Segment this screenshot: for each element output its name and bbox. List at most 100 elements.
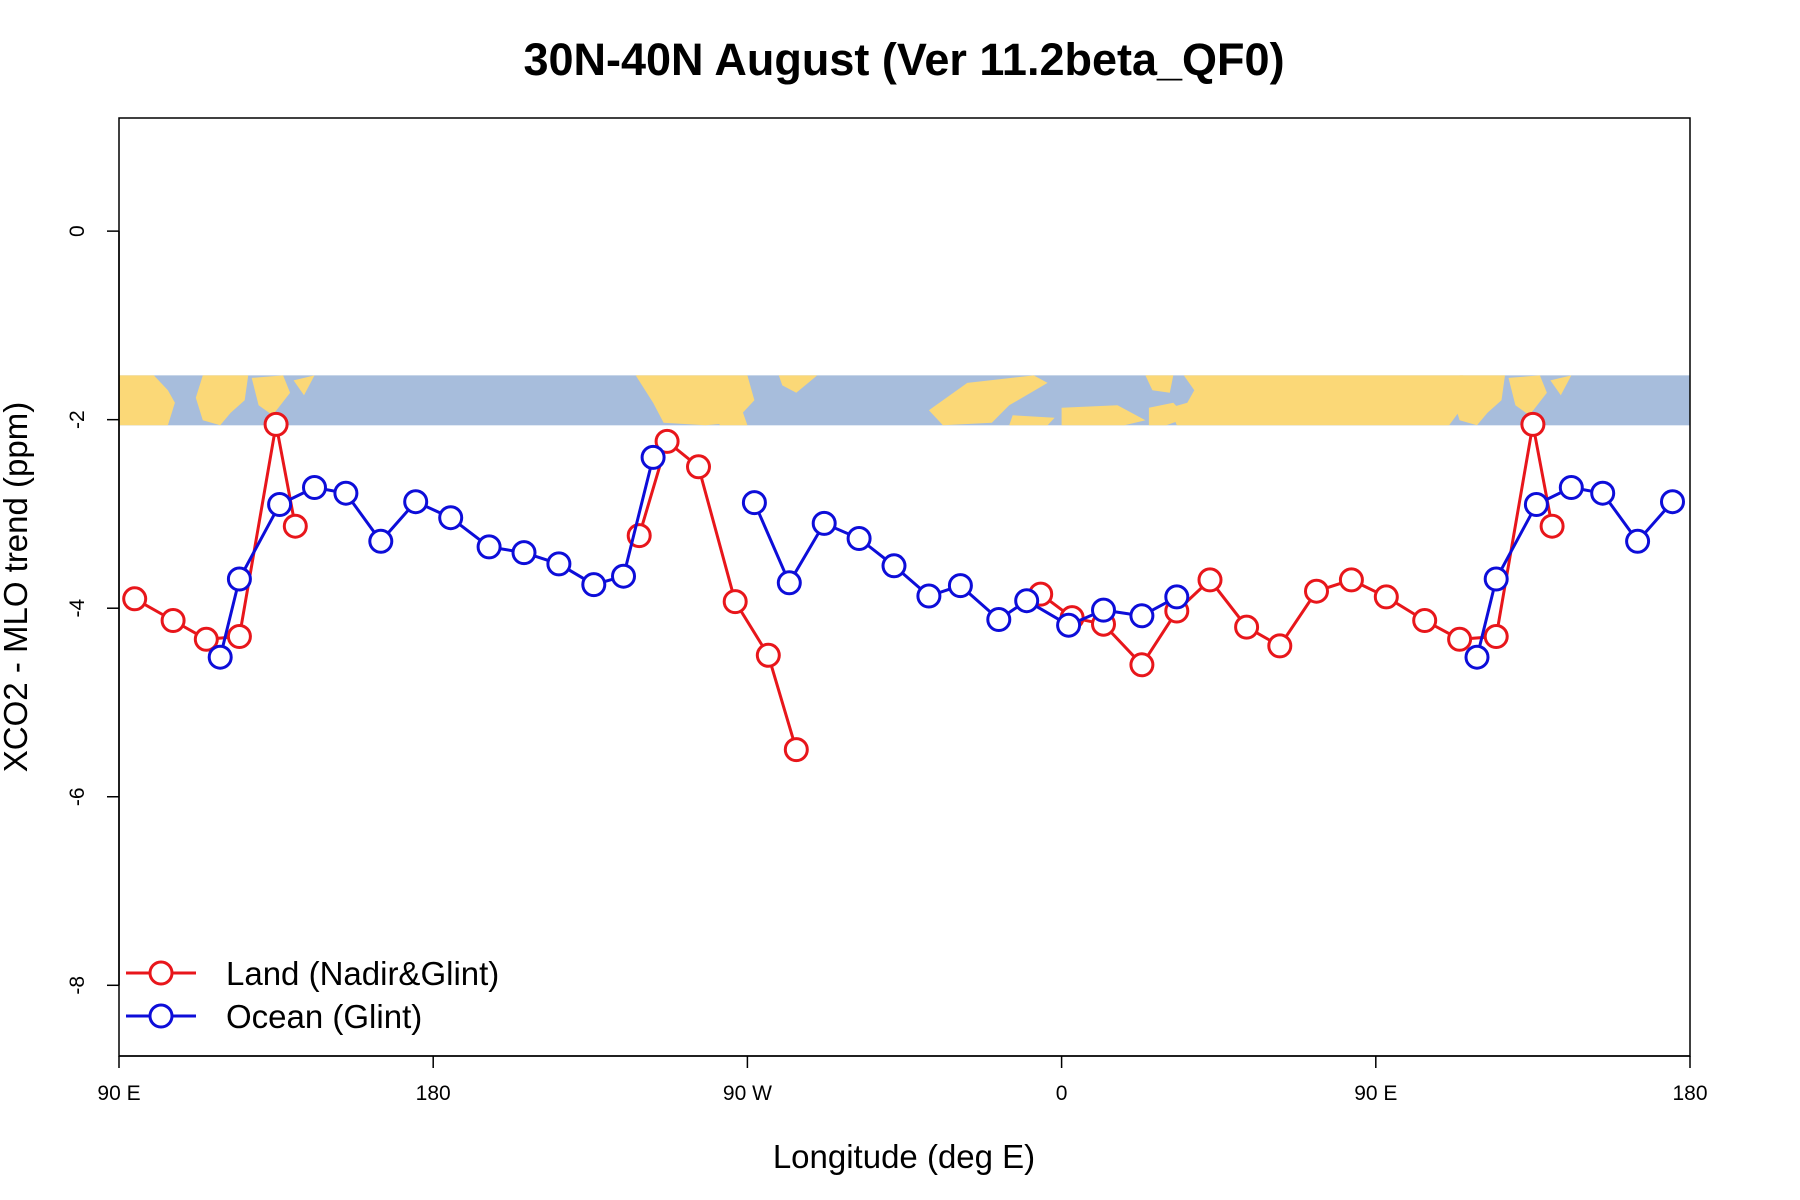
y-tick-label: -8 xyxy=(66,976,89,995)
series-line-ocean xyxy=(218,457,655,658)
data-point-land xyxy=(1539,513,1565,539)
data-point-ocean xyxy=(881,553,907,579)
data-point-land xyxy=(193,626,219,652)
map-land-area xyxy=(1169,375,1477,426)
map-land-area xyxy=(119,375,175,426)
data-point-land xyxy=(1267,633,1293,659)
data-point-land xyxy=(1338,567,1364,593)
data-point-land xyxy=(1234,614,1260,640)
data-point-land xyxy=(282,513,308,539)
data-point-ocean xyxy=(1558,475,1584,500)
legend-label-land: Land (Nadir&Glint) xyxy=(226,955,499,992)
data-point-land xyxy=(1304,578,1329,604)
data-point-ocean xyxy=(1660,489,1685,515)
map-land-area xyxy=(293,375,315,396)
map-land-area xyxy=(1452,375,1505,426)
data-point-land xyxy=(1520,411,1546,437)
data-point-land xyxy=(722,589,748,615)
legend-marker-ocean xyxy=(148,1003,174,1029)
data-point-land xyxy=(263,411,289,437)
map-land-area xyxy=(1145,375,1174,393)
data-point-land xyxy=(1483,624,1509,649)
map-land-area xyxy=(251,375,291,416)
map-land-area xyxy=(1550,375,1572,396)
x-tick-label: 90 E xyxy=(1354,1082,1397,1105)
data-point-ocean xyxy=(1590,480,1616,506)
data-point-ocean xyxy=(511,540,537,566)
y-tick-label: -6 xyxy=(66,787,89,806)
x-tick-label: 180 xyxy=(1672,1082,1707,1105)
series-line-land xyxy=(1039,424,1554,668)
data-point-land xyxy=(1373,584,1399,610)
x-axis-title: Longitude (deg E) xyxy=(773,1138,1035,1175)
map-land-area xyxy=(1061,405,1146,426)
data-point-ocean xyxy=(640,444,666,470)
y-axis-title: XCO2 - MLO trend (ppm) xyxy=(0,402,34,772)
data-point-land xyxy=(1412,608,1438,633)
map-land-area xyxy=(1508,375,1547,416)
series-layer xyxy=(122,411,1685,763)
data-point-ocean xyxy=(1483,566,1509,592)
y-tick-label: -2 xyxy=(66,410,89,429)
map-land-area xyxy=(778,375,818,393)
data-point-land xyxy=(783,737,809,763)
data-point-ocean xyxy=(916,583,942,609)
data-point-ocean xyxy=(581,572,607,598)
x-tick-label: 0 xyxy=(1056,1082,1068,1105)
y-tick-label: -4 xyxy=(66,599,89,618)
data-point-ocean xyxy=(846,526,872,551)
y-axis: 0 -2 -4 -6 -8 xyxy=(66,225,120,995)
data-point-land xyxy=(1447,626,1473,652)
data-point-ocean xyxy=(302,475,327,500)
legend-label-ocean: Ocean (Glint) xyxy=(226,998,422,1035)
series-line-land xyxy=(637,438,798,751)
data-point-ocean xyxy=(1014,588,1040,614)
x-tick-label: 180 xyxy=(416,1082,451,1105)
data-point-ocean xyxy=(611,563,636,589)
data-point-ocean xyxy=(403,489,429,515)
data-point-land xyxy=(1129,652,1155,678)
data-point-land xyxy=(686,454,711,480)
legend-marker-land xyxy=(148,960,174,986)
series-land xyxy=(122,411,1565,763)
data-point-ocean xyxy=(776,570,802,596)
series-ocean xyxy=(207,444,1685,670)
map-land-area xyxy=(928,375,1048,426)
data-point-ocean xyxy=(368,528,394,554)
x-tick-label: 90 W xyxy=(723,1082,772,1105)
plot-area-frame xyxy=(118,117,1691,1057)
data-point-ocean xyxy=(986,607,1012,632)
data-point-ocean xyxy=(1464,644,1490,670)
data-point-ocean xyxy=(741,490,767,516)
data-point-land xyxy=(1197,567,1223,593)
data-point-ocean xyxy=(1056,612,1082,638)
data-point-ocean xyxy=(546,551,572,577)
x-tick-label: 90 E xyxy=(97,1082,140,1105)
data-point-ocean xyxy=(947,573,973,599)
data-point-ocean xyxy=(226,566,252,592)
data-point-ocean xyxy=(267,492,293,517)
data-point-ocean xyxy=(1091,597,1116,623)
map-land-area xyxy=(1009,415,1055,426)
series-line-land xyxy=(133,424,297,641)
data-point-ocean xyxy=(1164,584,1190,610)
data-point-ocean xyxy=(207,644,233,670)
world-map-strip xyxy=(119,375,1690,426)
data-point-ocean xyxy=(476,534,502,560)
map-land-area xyxy=(719,402,748,426)
data-point-ocean xyxy=(1129,603,1155,629)
data-point-ocean xyxy=(438,505,464,531)
y-tick-label: 0 xyxy=(66,225,89,237)
data-point-land xyxy=(654,428,680,454)
data-point-land xyxy=(755,642,781,668)
data-point-ocean xyxy=(811,510,837,536)
data-point-land xyxy=(160,608,186,633)
data-point-ocean xyxy=(1625,528,1651,554)
data-point-land xyxy=(122,586,148,612)
map-land-area xyxy=(195,375,249,426)
legend: Land (Nadir&Glint) Ocean (Glint) xyxy=(126,955,499,1035)
data-point-ocean xyxy=(333,480,359,506)
chart-title: 30N-40N August (Ver 11.2beta_QF0) xyxy=(523,34,1284,85)
data-point-land xyxy=(226,624,252,649)
